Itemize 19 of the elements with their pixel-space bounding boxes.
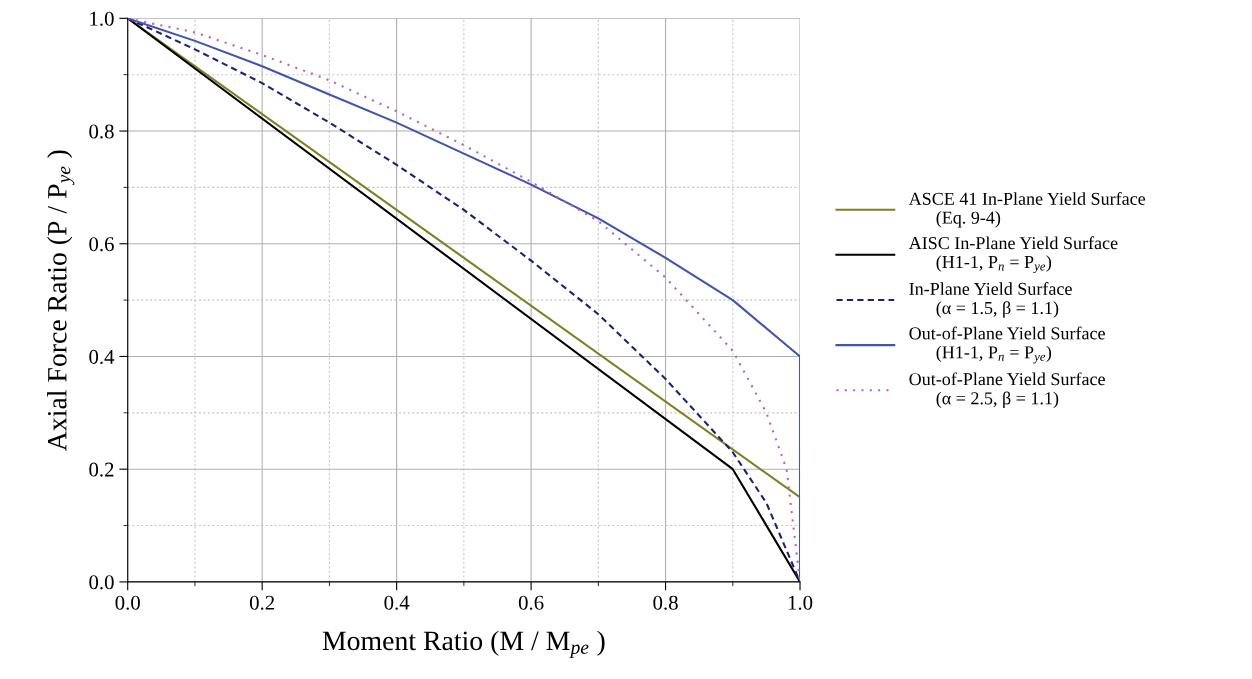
y-tick-label: 1.0 <box>90 11 114 26</box>
y-tick-label: 0.4 <box>89 349 115 364</box>
y-tick-label: 0.6 <box>89 237 114 252</box>
y-tick-label: 0.8 <box>89 124 114 139</box>
y-axis-title: Axial Force Ratio (P / P$_{ye}$ ) <box>47 150 75 451</box>
x-tick-label: 0.6 <box>518 595 544 610</box>
x-tick-label: 0.8 <box>653 595 678 610</box>
y-tick-label: 0.0 <box>89 575 114 590</box>
legend-label: Out-of-Plane Yield Surface (α = 2.5, β = 1.1) <box>909 372 1105 409</box>
legend-label: AISC In-Plane Yield Surface (H1-1, P$_{n}$ = P$_{ye}$) <box>908 236 1118 274</box>
legend-label: In-Plane Yield Surface (α = 1.5, β = 1.1) <box>909 282 1072 318</box>
x-tick-label: 0.0 <box>115 595 140 610</box>
x-tick-label: 1.0 <box>788 595 813 610</box>
y-tick-label: 0.2 <box>89 462 114 477</box>
x-tick-label: 0.2 <box>249 595 275 610</box>
legend-label: Out-of-Plane Yield Surface (H1-1, P$_{n}$ = P$_{ye}$) <box>909 326 1105 364</box>
x-axis-title: Moment Ratio (M / M$_{pe}$ ) <box>322 630 605 658</box>
x-tick-label: 0.4 <box>384 595 410 610</box>
legend-label: ASCE 41 In-Plane Yield Surface (Eq. 9-4) <box>908 192 1146 228</box>
